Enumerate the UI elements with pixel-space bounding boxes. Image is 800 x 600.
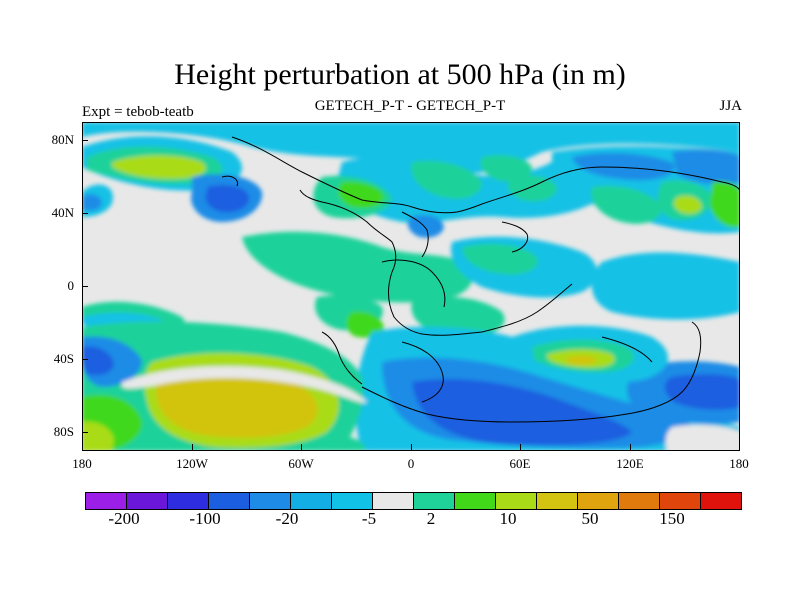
lon-tick-label: 120E [616,456,644,471]
colorbar-box [168,493,209,509]
contour-map [82,122,740,451]
colorbar-label: -20 [275,509,299,528]
lat-tick-label: 40S [53,351,74,366]
experiment-label: Expt = tebob-teatb [82,104,194,120]
lon-tick-label: 0 [407,456,415,471]
colorbar-box [578,493,619,509]
colorbar-label: -100 [189,509,221,528]
lat-tick-mark [82,213,88,214]
lon-tick-label: 120W [176,456,208,471]
colorbar-box [537,493,578,509]
colorbar-box [414,493,455,509]
lon-tick-mark [520,444,521,450]
colorbar [85,492,742,510]
colorbar-label: 50 [581,509,599,528]
colorbar-box [455,493,496,509]
lon-tick-label: 180 [72,456,92,471]
lat-tick-label: 40N [51,205,74,220]
lon-tick-mark [301,444,302,450]
lat-tick-label: 0 [67,278,75,293]
coastline [221,136,740,423]
colorbar-box [619,493,660,509]
colorbar-box [660,493,701,509]
colorbar-box [332,493,373,509]
colorbar-box [701,493,741,509]
colorbar-box [496,493,537,509]
lon-tick-mark [630,444,631,450]
colorbar-box [250,493,291,509]
lat-tick-label: 80S [53,424,74,439]
lat-tick-mark [82,140,88,141]
lon-tick-mark [411,444,412,450]
lon-tick-label: 180 [729,456,749,471]
colorbar-label: 2 [426,509,436,528]
colorbar-box [127,493,168,509]
plot-title: Height perturbation at 500 hPa (in m) [174,58,626,91]
dataset-label: GETECH_P-T - GETECH_P-T [314,98,506,114]
lat-tick-mark [82,432,88,433]
colorbar-box [291,493,332,509]
colorbar-box [209,493,250,509]
map-panel [82,122,740,451]
colorbar-label: 150 [659,509,685,528]
lon-tick-mark [192,444,193,450]
lat-tick-mark [82,359,88,360]
colorbar-label: -200 [108,509,140,528]
filled-contours [82,122,740,451]
map-border [82,122,740,451]
lat-tick-label: 80N [51,132,74,147]
lon-tick-label: 60E [509,456,531,471]
lon-tick-label: 60W [288,456,314,471]
colorbar-label: 10 [499,509,517,528]
colorbar-box [373,493,414,509]
lat-tick-mark [82,286,88,287]
colorbar-box [86,493,127,509]
colorbar-label: -5 [361,509,377,528]
season-label: JJA [719,98,742,114]
